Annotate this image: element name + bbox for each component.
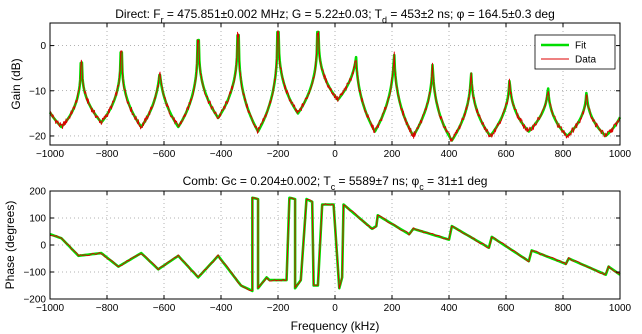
x-tick-label: 400 [441,303,458,314]
x-tick-label: −600 [153,303,176,314]
x-tick-label: −800 [96,149,119,160]
x-tick-label: −200 [267,149,290,160]
x-tick-label: 200 [384,149,401,160]
x-tick-label: 0 [332,149,338,160]
x-tick-label: 1000 [609,149,632,160]
legend: Fit Data [534,34,616,70]
y-tick-label: 0 [40,41,46,52]
x-tick-label: −600 [153,149,176,160]
chart-title: Direct: Fr = 475.851±0.002 MHz; G = 5.22… [115,7,555,25]
gain-panel: −1000 −800 −600 −400 −200 0 200 400 600 800 1000 0 −… [9,7,632,160]
y-tick-label: −20 [29,131,46,142]
y-tick-label: −10 [29,86,46,97]
y-axis-label: Phase (degrees) [3,201,17,290]
x-tick-label: −400 [210,149,233,160]
x-axis-label: Frequency (kHz) [291,319,380,333]
y-tick-label: 0 [40,241,46,252]
x-tick-label: −1000 [36,303,65,314]
x-tick-label: 600 [498,303,515,314]
x-tick-label: 600 [498,149,515,160]
legend-label: Fit [575,41,586,52]
x-tick-label: 200 [384,303,401,314]
x-tick-label: −800 [96,303,119,314]
x-tick-label: −400 [210,303,233,314]
series-data-line [49,30,621,142]
x-tick-label: −1000 [36,149,65,160]
x-tick-label: 400 [441,149,458,160]
x-tick-label: 800 [555,149,572,160]
x-tick-label: −200 [267,303,290,314]
x-tick-label: 0 [332,303,338,314]
phase-panel: −1000 −800 −600 −400 −200 0 200 400 600 800 100020… [3,174,632,333]
x-tick-label: 1000 [609,303,632,314]
y-tick-label: 200 [29,187,46,198]
legend-label: Data [575,55,597,66]
chart-title: Comb: Gc = 0.204±0.002; Tc = 5589±7 ns; … [183,174,488,192]
y-tick-label: −200 [23,295,46,306]
y-axis-label: Gain (dB) [9,58,23,109]
x-tick-label: 800 [555,303,572,314]
y-tick-label: 100 [29,214,46,225]
y-tick-label: −100 [23,268,46,279]
series-data-line [49,196,621,291]
